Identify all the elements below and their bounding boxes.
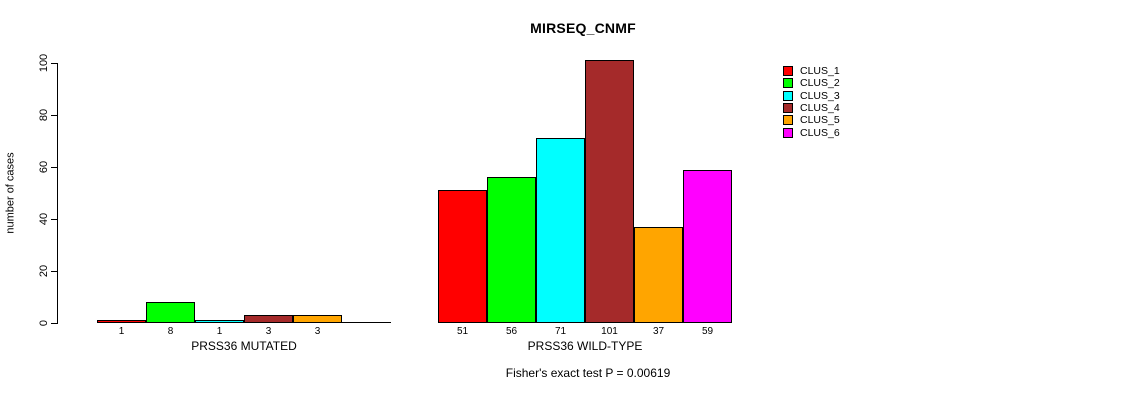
bar-value-label: 101 [601,326,618,337]
bar-value-label: 8 [167,326,174,337]
bar-clus_2 [487,177,536,323]
legend-swatch [783,90,793,101]
bar-value-label: 71 [554,326,567,337]
legend-item: CLUS_3 [783,90,840,102]
bar-value-label: 56 [505,326,518,337]
legend-item: CLUS_6 [783,127,840,139]
bar-clus_6 [342,322,391,323]
legend-label: CLUS_5 [800,114,840,127]
y-tick-mark [51,115,58,116]
legend-item: CLUS_5 [783,114,840,126]
bar-clus_3 [195,320,244,323]
legend-label: CLUS_1 [800,65,840,78]
y-axis-title: number of cases [2,95,20,291]
y-tick-label-text: 100 [37,53,50,73]
bar-clus_6 [683,169,732,323]
y-tick-label-text: 0 [38,319,50,327]
y-tick-mark [51,167,58,168]
y-tick-label-text: 40 [38,212,50,226]
legend-item: CLUS_2 [783,77,840,89]
legend-swatch [783,127,793,138]
legend-label: CLUS_2 [800,77,840,90]
legend-label: CLUS_3 [800,89,840,102]
fisher-test-annotation: Fisher's exact test P = 0.00619 [505,366,671,380]
bar-clus_2 [146,302,195,323]
legend-swatch [783,78,793,89]
y-tick-mark [51,63,58,64]
bar-value-label: 3 [314,326,321,337]
y-tick-mark [51,271,58,272]
y-tick-label-text: 80 [38,108,50,122]
bar-value-label: 1 [216,326,223,337]
bar-clus_5 [634,226,683,323]
y-tick-label-text: 60 [38,160,50,174]
legend-swatch [783,115,793,126]
y-tick-label: 20 [34,251,54,291]
legend-label: CLUS_4 [800,102,840,115]
y-axis-line [57,63,58,324]
y-tick-mark [51,219,58,220]
chart-title: MIRSEQ_CNMF [530,20,636,36]
y-tick-label-text: 20 [38,264,50,278]
legend-label: CLUS_6 [800,126,840,139]
bar-value-label: 1 [118,326,125,337]
bar-clus_4 [244,315,293,323]
y-axis-title-text: number of cases [5,152,18,234]
y-tick-label: 40 [34,199,54,239]
bar-clus_1 [97,320,146,323]
y-tick-mark [51,323,58,324]
bar-clus_4 [585,60,634,323]
group-label-wildtype: PRSS36 WILD-TYPE [527,339,643,353]
legend-swatch [783,66,793,77]
group-label-mutated: PRSS36 MUTATED [191,339,297,353]
bar-value-label: 3 [265,326,272,337]
bar-clus_1 [438,190,487,323]
y-tick-label: 100 [34,43,54,83]
bar-value-label: 51 [456,326,469,337]
bar-value-label: 59 [701,326,714,337]
legend: CLUS_1 CLUS_2 CLUS_3 CLUS_4 CLUS_5 CLUS_6 [783,65,840,139]
bar-clus_3 [536,138,585,323]
bar-clus_5 [293,315,342,323]
legend-item: CLUS_4 [783,102,840,114]
y-tick-label: 0 [34,303,54,343]
y-tick-label: 60 [34,147,54,187]
legend-item: CLUS_1 [783,65,840,77]
y-tick-label: 80 [34,95,54,135]
legend-swatch [783,103,793,114]
bar-value-label: 37 [652,326,665,337]
